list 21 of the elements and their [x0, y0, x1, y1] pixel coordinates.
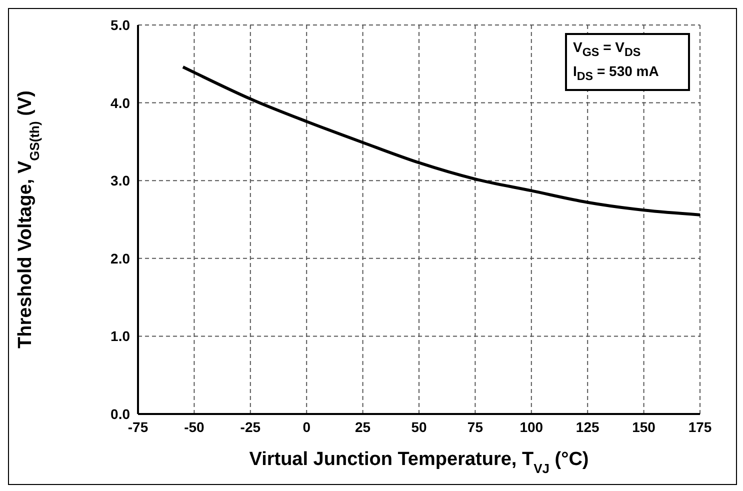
- y-tick-label: 0.0: [110, 406, 130, 422]
- annotation: V$_{GS}$ = V$_{DS}$: [573, 38, 642, 61]
- x-tick-label: -25: [240, 418, 261, 435]
- x-tick-label: 25: [355, 418, 371, 435]
- x-tick-label: -50: [184, 418, 205, 435]
- annotation: I$_{DS}$ = 530 mA: [573, 62, 660, 85]
- x-tick-label: 0: [302, 418, 311, 435]
- x-tick-label: 50: [411, 418, 427, 435]
- line-series: [181, 66, 700, 216]
- y-tick-label: 3.0: [110, 172, 130, 189]
- y-tick-label: 2.0: [110, 250, 130, 266]
- x-tick-label: 175: [688, 418, 712, 435]
- y-tick-label: 4.0: [110, 94, 130, 111]
- x-tick-label: 100: [520, 418, 544, 435]
- x-tick-label: 75: [467, 418, 484, 435]
- y-tick-label: 5.0: [110, 16, 130, 33]
- x-tick-label: -75: [128, 418, 148, 435]
- x-axis-title: Virtual Junction Temperature, T$_{VJ}$ (°C): [249, 449, 589, 476]
- x-tick-label: 150: [632, 418, 656, 435]
- y-tick-label: 1.0: [110, 328, 130, 344]
- x-tick-label: 125: [576, 418, 600, 435]
